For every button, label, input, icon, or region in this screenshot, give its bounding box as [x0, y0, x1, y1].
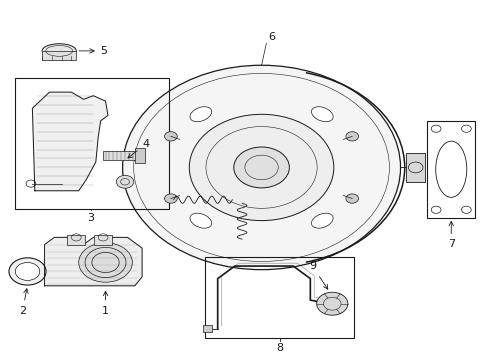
- Bar: [67, 234, 85, 244]
- Circle shape: [79, 243, 132, 282]
- Ellipse shape: [311, 107, 332, 122]
- Circle shape: [316, 292, 347, 315]
- Bar: [94, 234, 112, 244]
- Bar: [135, 148, 144, 163]
- Text: 8: 8: [276, 343, 283, 353]
- Circle shape: [345, 132, 358, 141]
- Polygon shape: [44, 237, 142, 286]
- Ellipse shape: [190, 213, 211, 228]
- Circle shape: [9, 258, 46, 285]
- Circle shape: [15, 262, 40, 280]
- Text: 3: 3: [87, 213, 94, 223]
- Bar: [42, 51, 76, 60]
- Text: 4: 4: [128, 139, 149, 158]
- Text: 7: 7: [447, 221, 454, 249]
- Text: 1: 1: [102, 291, 109, 315]
- Text: 9: 9: [308, 261, 327, 289]
- Circle shape: [345, 194, 358, 203]
- Bar: [15, 78, 168, 209]
- Text: 5: 5: [79, 46, 107, 56]
- Text: 6: 6: [267, 32, 274, 42]
- Bar: [103, 151, 137, 160]
- Bar: [406, 153, 424, 182]
- Circle shape: [116, 175, 134, 188]
- Bar: [203, 325, 211, 332]
- Bar: [427, 121, 474, 218]
- Ellipse shape: [311, 213, 332, 228]
- Circle shape: [122, 65, 400, 270]
- Circle shape: [189, 114, 333, 221]
- Polygon shape: [32, 92, 108, 191]
- Text: 2: 2: [19, 289, 28, 315]
- Circle shape: [164, 194, 177, 203]
- Ellipse shape: [190, 107, 211, 122]
- Circle shape: [233, 147, 289, 188]
- Ellipse shape: [42, 44, 76, 58]
- Circle shape: [164, 132, 177, 141]
- Bar: [205, 257, 353, 338]
